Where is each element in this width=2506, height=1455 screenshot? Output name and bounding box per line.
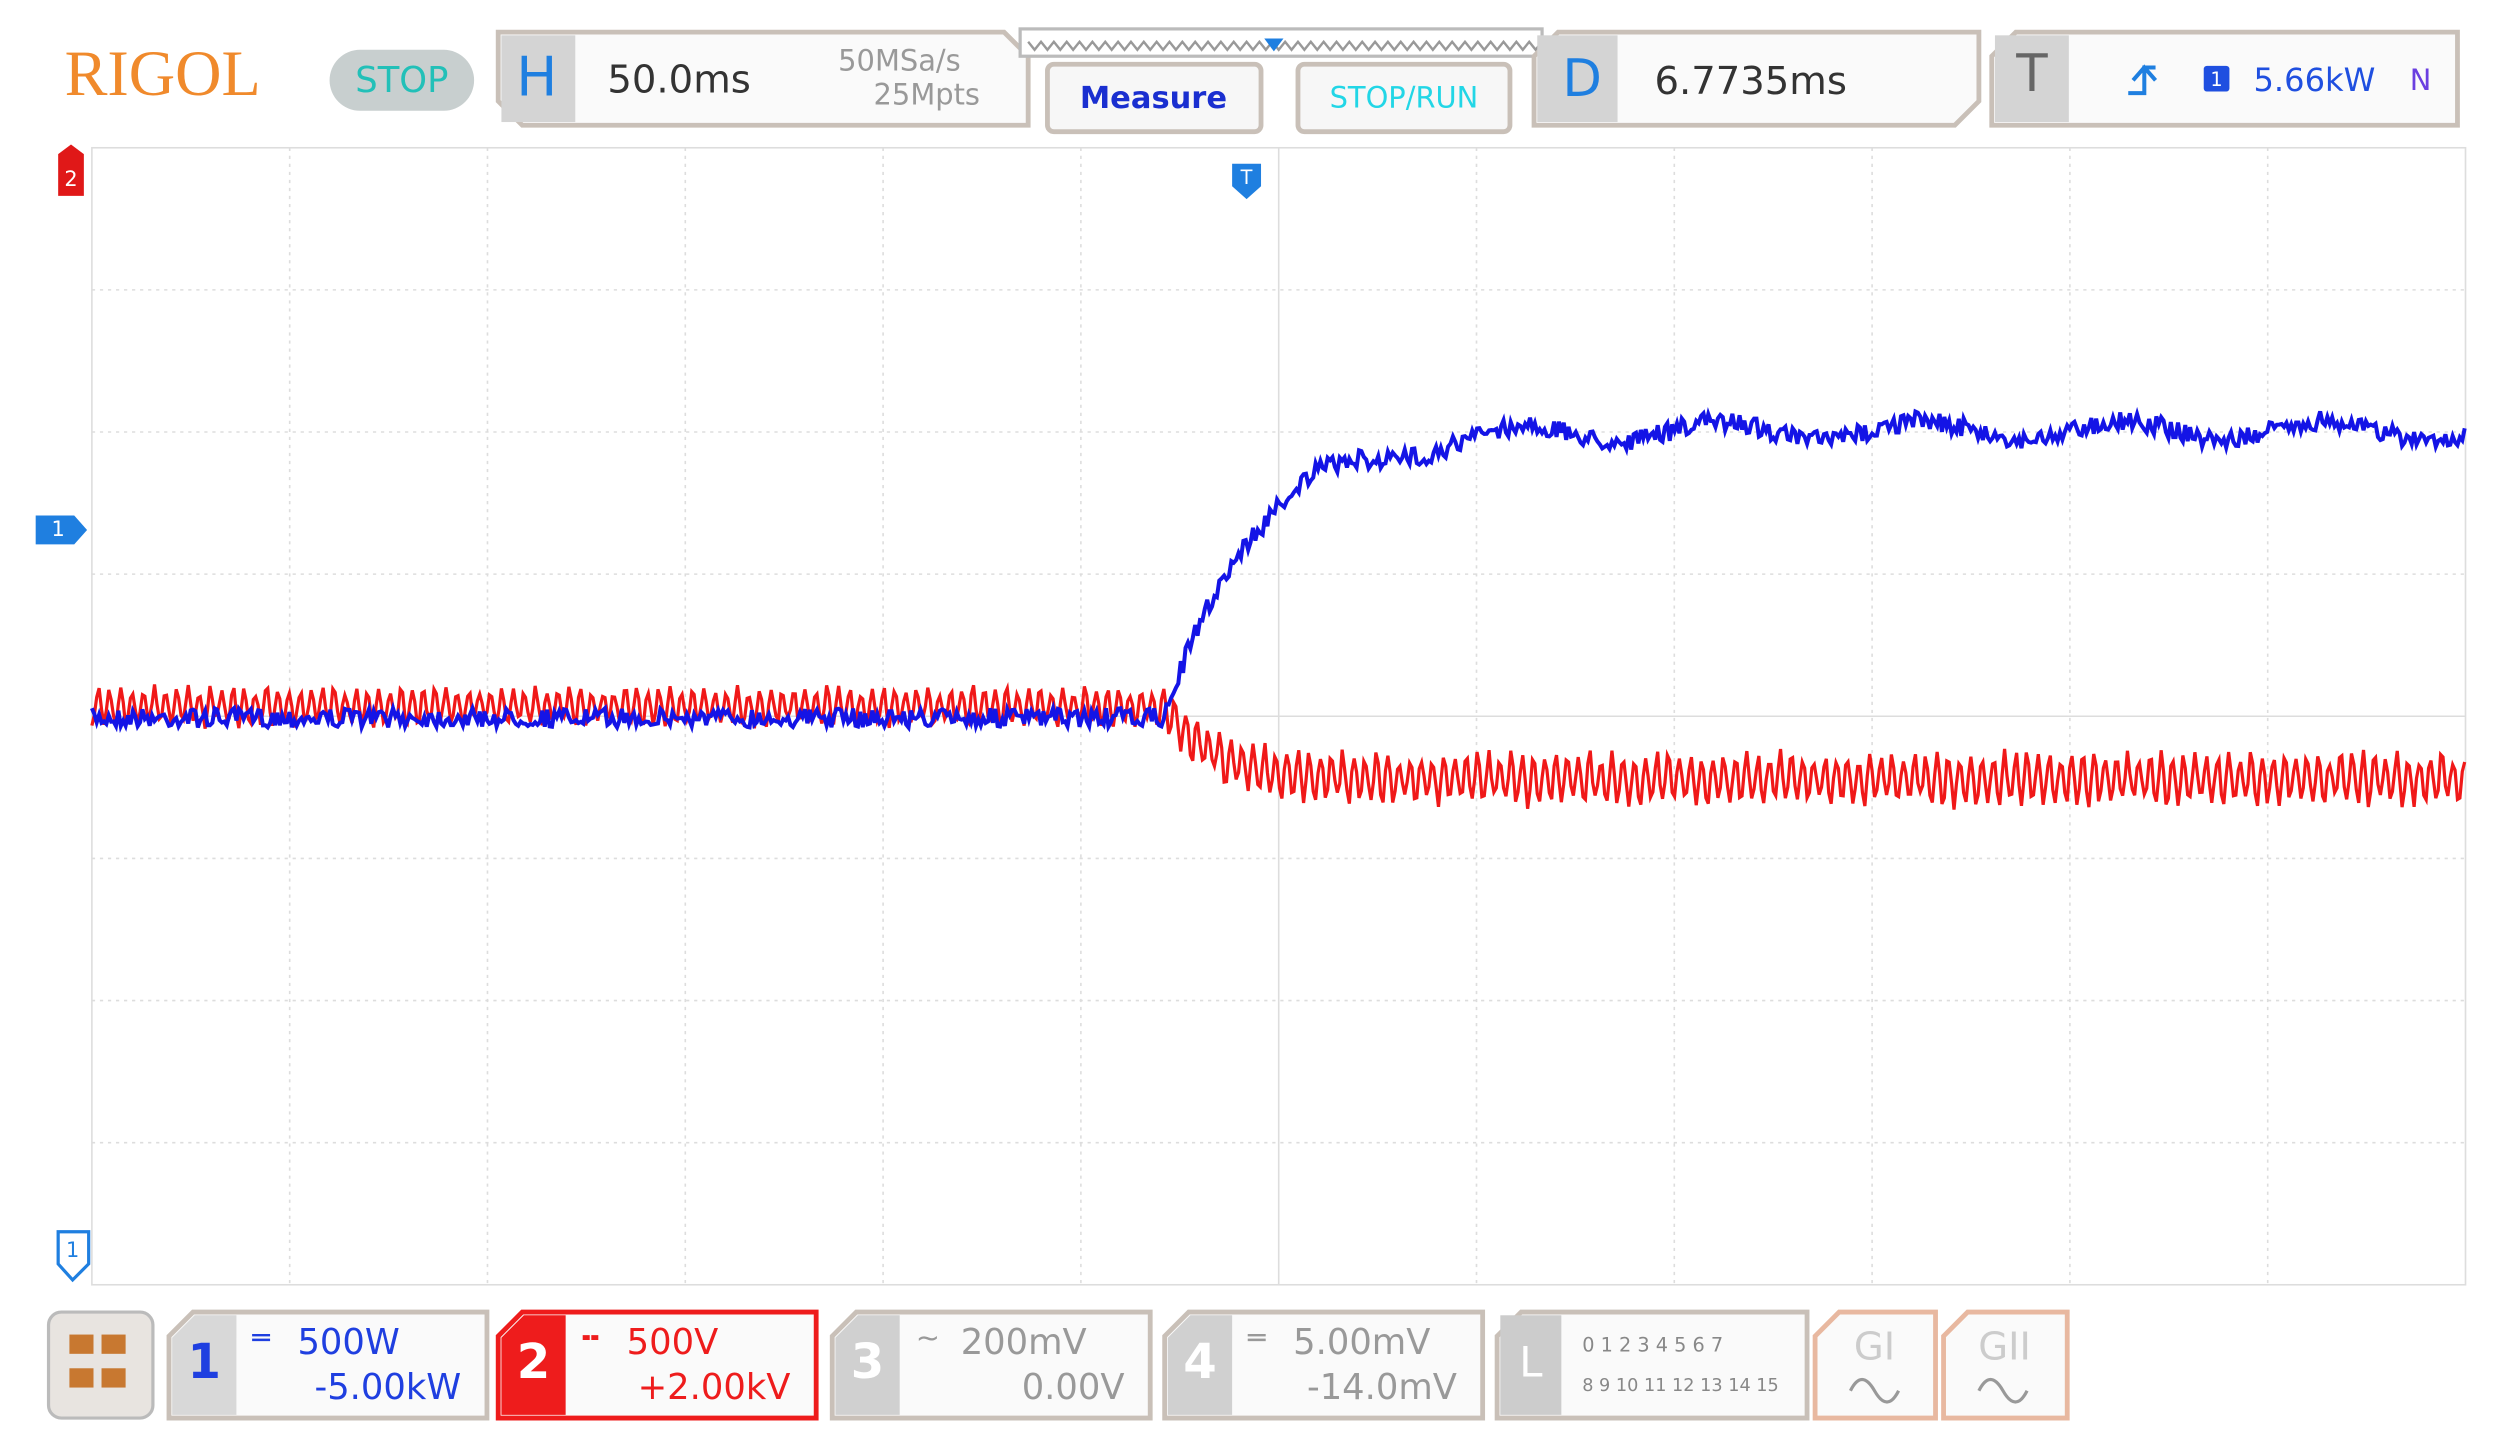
delay-box[interactable]	[1531, 29, 1982, 128]
measure-label: Measure	[1080, 81, 1227, 116]
channel-scale: 5.00mV	[1293, 1322, 1430, 1363]
channel1-trace	[90, 406, 2467, 735]
trigger-source-box	[2203, 65, 2230, 92]
channel-box[interactable]	[829, 1309, 1153, 1421]
channel-offset: 0.00V	[1022, 1367, 1125, 1408]
delay-value: 6.7735ms	[1654, 59, 1846, 104]
coupling-icon: ∼	[916, 1320, 940, 1354]
logic-tab	[1500, 1315, 1562, 1415]
channel-scale: 500W	[297, 1322, 399, 1363]
sample-rate: 50MSa/s	[838, 44, 961, 78]
run-status: STOP	[355, 60, 448, 101]
stop-run-button[interactable]	[1295, 61, 1513, 135]
trigger-marker-label: T	[1240, 166, 1253, 189]
channel2-marker	[58, 144, 84, 196]
memory-pattern	[1027, 39, 1544, 52]
channel-box[interactable]	[166, 1309, 490, 1421]
channel2-trace	[90, 681, 2467, 810]
gen1-label: GI	[1854, 1325, 1895, 1370]
d-tab	[1537, 35, 1618, 123]
gen1-wave	[1848, 1377, 1901, 1404]
trigger-edge-icon	[2128, 64, 2158, 96]
channel1-ground-label: 1	[66, 1238, 79, 1262]
channel-tab	[501, 1315, 566, 1415]
t-tab	[1994, 35, 2069, 123]
channel-tab	[835, 1315, 900, 1415]
gen2-box[interactable]	[1941, 1309, 2070, 1421]
channel-tab	[172, 1315, 237, 1415]
menu-icon	[69, 1334, 126, 1388]
logic-label: L	[1519, 1338, 1543, 1387]
channel-box[interactable]	[495, 1309, 819, 1421]
channel-box[interactable]	[1162, 1309, 1486, 1421]
channel-number: 4	[1183, 1334, 1217, 1390]
memory-position	[1264, 38, 1284, 52]
trigger-mode: N	[2410, 63, 2432, 97]
h-label: H	[516, 44, 557, 108]
trigger-source: 1	[2210, 68, 2222, 91]
horizontal-box[interactable]	[495, 29, 1031, 128]
channel2-marker-label: 2	[64, 167, 77, 191]
brand: RIGOL	[65, 38, 261, 109]
channel-offset: -14.0mV	[1307, 1367, 1457, 1408]
memory-depth: 25Mpts	[874, 77, 980, 111]
timebase: 50.0ms	[607, 57, 750, 102]
channel-scale: 500V	[627, 1322, 719, 1363]
trigger-marker	[1232, 163, 1262, 200]
channel-number: 2	[517, 1334, 551, 1390]
stop-run-label: STOP/RUN	[1330, 81, 1479, 115]
channel1-marker-label: 1	[52, 517, 65, 541]
status-pill	[329, 49, 475, 111]
channel-number: 1	[188, 1334, 222, 1390]
channel-offset: +2.00kV	[638, 1367, 791, 1408]
coupling-icon: ╍	[582, 1320, 599, 1354]
gen1-box[interactable]	[1812, 1309, 1938, 1421]
menu-button[interactable]	[46, 1310, 155, 1420]
d-label: D	[1562, 49, 1602, 109]
t-label: T	[2015, 44, 2048, 104]
channel-scale: 200mV	[961, 1322, 1087, 1363]
logic-row2: 8 9 10 11 12 13 14 15	[1582, 1376, 1779, 1396]
logic-row1: 0 1 2 3 4 5 6 7	[1582, 1333, 1723, 1356]
measure-button[interactable]	[1045, 61, 1264, 135]
channel1-ground-marker	[56, 1230, 91, 1283]
channel-tab	[1167, 1315, 1233, 1415]
coupling-icon: ═	[251, 1320, 270, 1354]
trigger-level: 5.66kW	[2254, 61, 2376, 99]
channel1-marker	[35, 515, 88, 545]
gen2-wave	[1977, 1377, 2029, 1404]
h-tab	[501, 35, 576, 123]
channel-number: 3	[851, 1334, 885, 1390]
coupling-icon: ═	[1247, 1320, 1266, 1354]
gen2-label: GII	[1978, 1325, 2031, 1370]
channel-offset: -5.00kW	[314, 1367, 461, 1408]
